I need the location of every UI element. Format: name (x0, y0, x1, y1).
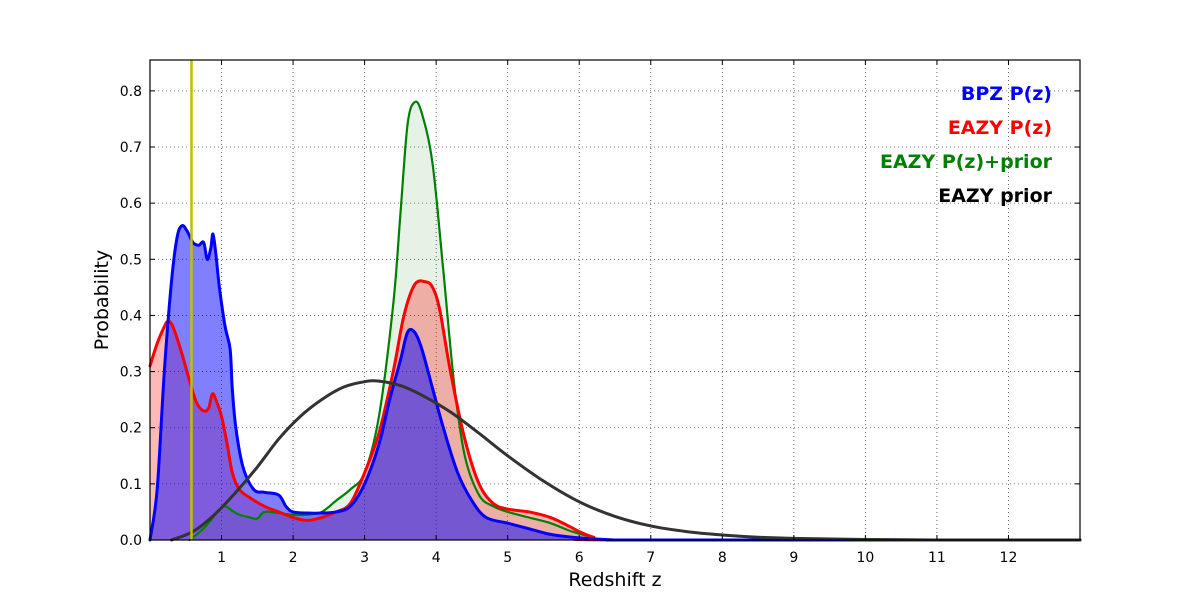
x-tick-label: 3 (360, 550, 369, 566)
y-tick-label: 0.4 (120, 308, 142, 324)
y-tick-label: 0.5 (120, 252, 142, 268)
x-tick-label: 1 (217, 550, 226, 566)
x-tick-label: 12 (1000, 550, 1018, 566)
y-tick-label: 0.8 (120, 84, 142, 100)
x-tick-label: 5 (503, 550, 512, 566)
series-fills (150, 101, 1081, 541)
legend-entry: EAZY P(z) (948, 117, 1052, 139)
y-tick-label: 0.1 (120, 477, 142, 493)
y-axis-title: Probability (91, 250, 113, 350)
eazy-prior-line (169, 379, 1082, 542)
legend-entry: EAZY prior (938, 185, 1052, 207)
y-tick-label: 0.7 (120, 140, 142, 156)
y-tick-label: 0.6 (120, 196, 142, 212)
x-tick-label: 10 (856, 550, 874, 566)
x-tick-label: 8 (718, 550, 727, 566)
x-tick-label: 11 (928, 550, 946, 566)
legend-entry: EAZY P(z)+prior (880, 151, 1053, 173)
y-tick-label: 0.2 (120, 421, 142, 437)
y-tick-labels: 0.0 0.1 0.2 0.3 0.4 0.5 0.6 0.7 0.8 (120, 84, 142, 549)
plot-frame (149, 59, 1081, 541)
bpz-p-z-line (148, 224, 1082, 542)
x-tick-label: 7 (646, 550, 655, 566)
x-axis-title: Redshift z (568, 569, 661, 591)
x-tick-label: 6 (575, 550, 584, 566)
x-tick-label: 9 (789, 550, 798, 566)
legend: BPZ P(z) EAZY P(z) EAZY P(z)+prior EAZY pri… (880, 83, 1053, 207)
legend-entry: BPZ P(z) (961, 83, 1052, 105)
eazy-p-z-prior-line (188, 100, 1082, 542)
grid-lines (150, 60, 1080, 540)
y-tick-label: 0.0 (120, 533, 142, 549)
x-tick-label: 2 (289, 550, 298, 566)
x-tick-label: 4 (432, 550, 441, 566)
x-tick-labels: 1 2 3 4 5 6 7 8 9 10 11 12 (217, 550, 1017, 566)
plot-background (150, 60, 1080, 540)
series-lines (148, 100, 1082, 542)
axis-ticks (150, 60, 1080, 541)
bpz-p-z-area (150, 225, 1080, 540)
y-tick-label: 0.3 (120, 365, 142, 381)
